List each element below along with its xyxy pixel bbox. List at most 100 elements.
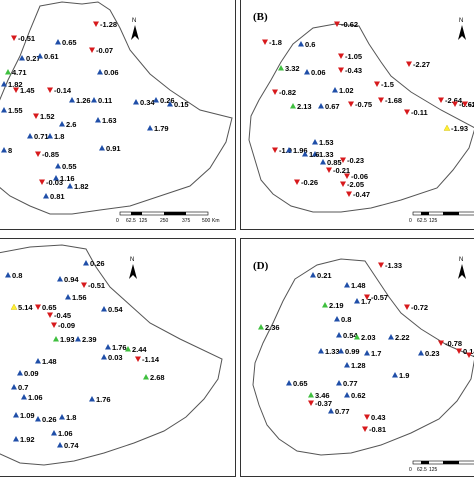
station-value-label: 1.26 [76,96,91,105]
country-outline-a [0,1,233,215]
scale-bar-d: 0 62.5 125 [409,460,474,473]
station-marker [334,21,340,27]
station-marker [95,117,101,123]
station-value-label: -0.43 [345,66,362,75]
station-value-label: 0.26 [160,96,175,105]
station-value-label: -0.78 [445,339,462,348]
station-marker [364,294,370,300]
station-value-label: 1.76 [112,343,127,352]
scale-tick-3: 250 [160,218,169,224]
station-marker [262,39,268,45]
station-marker [290,103,296,109]
station-marker [378,97,384,103]
station-marker [97,69,103,75]
station-marker [125,346,131,352]
station-marker [37,53,43,59]
station-marker [364,414,370,420]
station-marker [143,374,149,380]
scale-tick-4: 375 [182,218,191,224]
station-marker [59,121,65,127]
north-arrow-icon [129,264,137,279]
panel-label-b: (B) [253,11,268,23]
scale-tick-1: 62.5 [126,218,136,224]
station-value-label: 1.55 [8,106,23,115]
station-value-label: 0.65 [42,303,57,312]
station-marker [89,47,95,53]
station-marker [354,298,360,304]
station-marker [53,175,59,181]
station-marker [336,332,342,338]
panel-label-d: (D) [253,260,269,272]
station-value-label: 0.27 [26,54,41,63]
station-value-label: 0.26 [90,259,105,268]
station-value-label: -0.21 [333,166,350,175]
station-marker [35,358,41,364]
station-marker [392,372,398,378]
station-marker [13,412,19,418]
station-marker [147,125,153,131]
station-value-label: 2.68 [150,373,165,382]
station-value-label: 1.48 [351,281,366,290]
station-value-label: -1.9 [279,146,292,155]
station-value-label: 1.02 [339,86,354,95]
station-marker [51,322,57,328]
station-marker [294,179,300,185]
scale-tick-1: 62.5 [417,467,427,473]
scale-tick-0: 0 [409,467,412,473]
station-value-label: -2.27 [413,60,430,69]
station-marker [81,282,87,288]
map-panel-a: N 0 62.5 125 250 375 500 Km -1.28 -0.51 0.… [0,0,236,230]
station-marker [328,408,334,414]
station-value-label: -1.28 [100,20,117,29]
station-value-label: 1.82 [8,80,23,89]
station-marker [33,113,39,119]
station-marker [308,400,314,406]
station-marker [35,151,41,157]
scale-tick-2: 125 [429,218,438,224]
map-panel-d: (D) N 0 62.5 125 -1.33 0.21 1.48 1.7 2.19 -0.… [240,238,474,477]
station-value-label: 0.55 [62,162,77,171]
station-value-label: -0.03 [46,178,63,187]
station-marker [5,69,11,75]
station-value-label: 1.06 [28,393,43,402]
station-value-label: 0.99 [345,347,360,356]
station-value-label: 1.33 [325,347,340,356]
station-marker [378,262,384,268]
station-marker [135,356,141,362]
station-marker [47,87,53,93]
station-value-label: 0.74 [64,441,79,450]
station-value-label: 0.8 [12,271,22,280]
station-value-label: -0.57 [371,293,388,302]
station-value-label: -0.23 [347,156,364,165]
station-marker [326,167,332,173]
station-marker [101,354,107,360]
station-marker [167,101,173,107]
station-marker [91,97,97,103]
station-value-label: -0.45 [54,311,71,320]
station-value-label: 0.03 [108,353,123,362]
station-marker [258,324,264,330]
station-value-label: 0.23 [425,349,440,358]
station-value-label: -1.5 [381,80,394,89]
station-value-label: -0.82 [279,88,296,97]
station-value-label: 0.34 [140,98,155,107]
station-marker [1,107,7,113]
scale-tick-0: 0 [116,218,119,224]
station-value-label: -0.62 [341,20,358,29]
station-marker [101,306,107,312]
station-marker [304,69,310,75]
station-value-label: 1.52 [40,112,55,121]
station-value-label: -0.51 [18,34,35,43]
map-panel-b: (B) N 0 62.5 125 -0.62 -1.8 0.6 -1.05 3.32 0.… [240,0,474,230]
station-value-label: -0.07 [96,46,113,55]
station-value-label: 0.94 [64,275,79,284]
station-value-label: 1.63 [102,116,117,125]
station-value-label: -0.47 [353,190,370,199]
station-marker [133,99,139,105]
station-marker [298,41,304,47]
station-marker [57,276,63,282]
station-marker [338,53,344,59]
station-value-label: 0.21 [317,271,332,280]
station-value-label: 2.44 [132,345,147,354]
scale-tick-1: 62.5 [417,218,427,224]
